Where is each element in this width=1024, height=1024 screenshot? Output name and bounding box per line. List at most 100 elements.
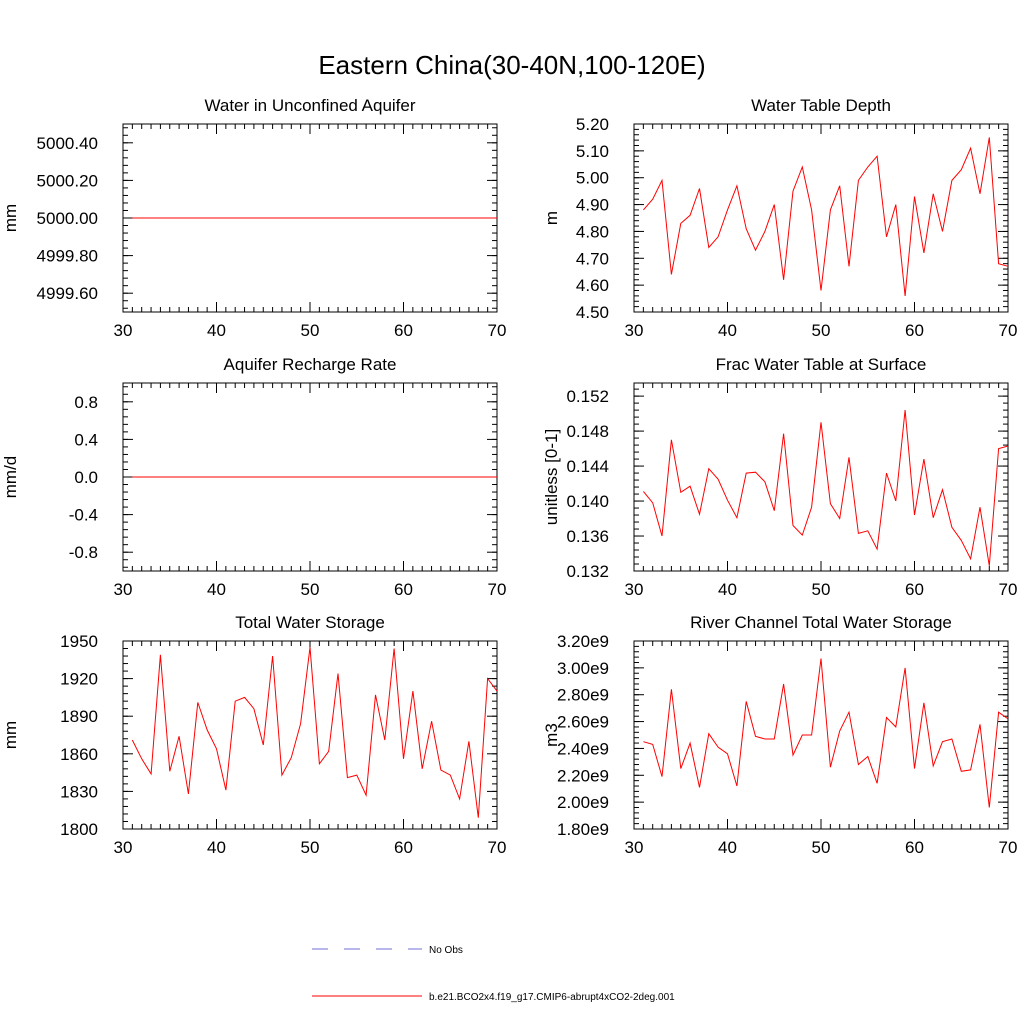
x-tick-label: 50 — [301, 580, 320, 599]
series-line-1 — [643, 410, 1009, 566]
panel-title: Water Table Depth — [751, 96, 891, 115]
y-axis-label: m — [542, 211, 561, 225]
y-tick-label: 1890 — [60, 707, 98, 726]
figure-title: Eastern China(30-40N,100-120E) — [318, 50, 705, 80]
legend: No Obs b.e21.BCO2x4.f19_g17.CMIP6-abrupt… — [312, 945, 675, 1003]
panel-title: Frac Water Table at Surface — [716, 355, 927, 374]
y-tick-label: 1830 — [60, 782, 98, 801]
panel-title: River Channel Total Water Storage — [690, 613, 952, 632]
y-tick-label: 2.60e9 — [557, 713, 609, 732]
y-axis-label: mm — [1, 204, 20, 232]
y-tick-label: 4999.80 — [37, 247, 98, 266]
x-tick-label: 50 — [301, 321, 320, 340]
chart-panels: 30 40 50 60 70 4999.60 4999.80 5000.00 5000.20 50… — [1, 96, 1017, 857]
y-tick-label: 5.20 — [576, 115, 609, 134]
y-tick-label: 2.20e9 — [557, 766, 609, 785]
y-tick-label: 1950 — [60, 632, 98, 651]
y-tick-label: 0.148 — [566, 422, 609, 441]
y-tick-label: 2.40e9 — [557, 739, 609, 758]
x-tick-label: 70 — [488, 580, 507, 599]
series-line-1 — [643, 137, 1009, 296]
chart-panel-3: 30 40 50 60 70 -0.8 -0.4 0.0 0.4 0.8 Aquifer Recha… — [1, 355, 506, 599]
y-tick-label: 0.0 — [74, 468, 98, 487]
y-tick-label: 0.136 — [566, 527, 609, 546]
y-tick-label: -0.8 — [69, 543, 98, 562]
legend-no-obs-label: No Obs — [429, 945, 463, 956]
x-tick-label: 40 — [718, 321, 737, 340]
x-tick-label: 60 — [905, 838, 924, 857]
chart-panel-4: 30 40 50 60 70 0.132 0.136 0.140 0.144 0.148 0.152… — [542, 355, 1017, 599]
x-tick-label: 30 — [625, 321, 644, 340]
y-axis-label: m3 — [542, 723, 561, 747]
y-tick-label: 5000.40 — [37, 134, 98, 153]
x-tick-label: 70 — [999, 321, 1018, 340]
x-tick-label: 50 — [812, 580, 831, 599]
y-axis-label: mm — [1, 721, 20, 749]
panel-title: Total Water Storage — [235, 613, 385, 632]
y-tick-label: 2.80e9 — [557, 686, 609, 705]
x-tick-label: 60 — [905, 580, 924, 599]
series-line-1 — [131, 647, 498, 818]
x-tick-label: 40 — [207, 838, 226, 857]
x-tick-label: 30 — [114, 838, 133, 857]
x-tick-label: 70 — [999, 838, 1018, 857]
y-tick-label: 4.80 — [576, 222, 609, 241]
y-tick-label: 1.80e9 — [557, 820, 609, 839]
plot-frame — [633, 123, 1009, 313]
x-tick-label: 60 — [394, 838, 413, 857]
y-tick-label: 4.70 — [576, 249, 609, 268]
x-tick-label: 30 — [114, 321, 133, 340]
y-tick-label: -0.4 — [69, 506, 98, 525]
chart-panel-1: 30 40 50 60 70 4999.60 4999.80 5000.00 5000.20 50… — [1, 96, 506, 340]
x-tick-label: 30 — [625, 580, 644, 599]
x-tick-label: 50 — [812, 838, 831, 857]
y-tick-label: 0.4 — [74, 430, 98, 449]
chart-panel-5: 30 40 50 60 70 1800 1830 1860 1890 1920 1950 Total … — [1, 613, 506, 857]
chart-panel-6: 30 40 50 60 70 1.80e9 2.00e9 2.20e9 2.40e9 2.60e9… — [542, 613, 1017, 857]
x-tick-label: 70 — [488, 321, 507, 340]
y-tick-label: 5.00 — [576, 169, 609, 188]
y-tick-label: 2.00e9 — [557, 793, 609, 812]
y-tick-label: 5000.00 — [37, 209, 98, 228]
chart-panel-2: 30 40 50 60 70 4.50 4.60 4.70 4.80 4.90 5.00 5.10 5.… — [542, 96, 1017, 340]
y-tick-label: 5.10 — [576, 142, 609, 161]
y-tick-label: 0.152 — [566, 387, 609, 406]
y-tick-label: 4.90 — [576, 196, 609, 215]
legend-model-label: b.e21.BCO2x4.f19_g17.CMIP6-abrupt4xCO2-2… — [429, 992, 675, 1003]
y-tick-label: 4.60 — [576, 276, 609, 295]
x-tick-label: 40 — [207, 580, 226, 599]
series-line-1 — [643, 658, 1009, 808]
y-tick-label: 0.144 — [566, 457, 609, 476]
y-tick-label: 0.140 — [566, 492, 609, 511]
y-tick-label: 1860 — [60, 745, 98, 764]
x-tick-label: 60 — [394, 580, 413, 599]
x-tick-label: 30 — [114, 580, 133, 599]
y-axis-label: mm/d — [1, 456, 20, 499]
y-axis-label: unitless [0-1] — [542, 429, 561, 525]
x-tick-label: 70 — [999, 580, 1018, 599]
x-tick-label: 60 — [394, 321, 413, 340]
plot-frame — [122, 640, 498, 830]
x-tick-label: 40 — [718, 838, 737, 857]
y-tick-label: 1920 — [60, 670, 98, 689]
x-tick-label: 30 — [625, 838, 644, 857]
x-tick-label: 50 — [812, 321, 831, 340]
y-tick-label: 0.8 — [74, 393, 98, 412]
plot-frame — [633, 640, 1009, 830]
x-tick-label: 70 — [488, 838, 507, 857]
panel-title: Aquifer Recharge Rate — [224, 355, 397, 374]
y-tick-label: 0.132 — [566, 562, 609, 581]
plot-frame — [633, 382, 1009, 572]
y-tick-label: 5000.20 — [37, 171, 98, 190]
y-tick-label: 4.50 — [576, 303, 609, 322]
y-tick-label: 3.00e9 — [557, 659, 609, 678]
y-tick-label: 4999.60 — [37, 284, 98, 303]
x-tick-label: 50 — [301, 838, 320, 857]
x-tick-label: 40 — [718, 580, 737, 599]
panel-title: Water in Unconfined Aquifer — [204, 96, 415, 115]
y-tick-label: 3.20e9 — [557, 632, 609, 651]
x-tick-label: 60 — [905, 321, 924, 340]
y-tick-label: 1800 — [60, 820, 98, 839]
x-tick-label: 40 — [207, 321, 226, 340]
